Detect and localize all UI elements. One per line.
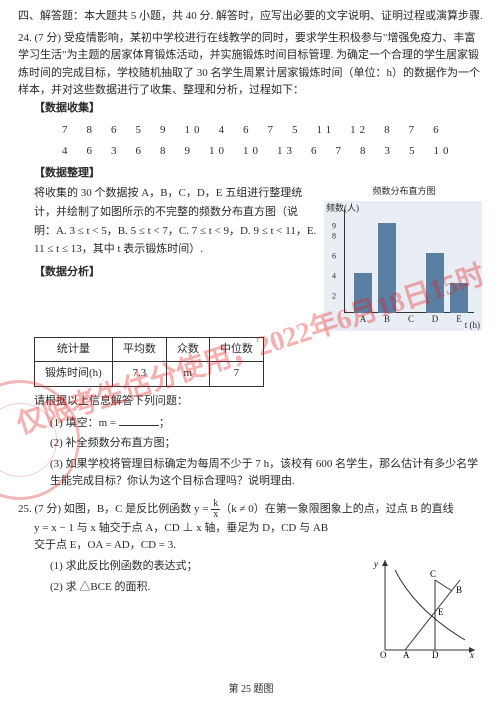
q24-points: (7 分): [35, 32, 62, 44]
histogram-chart: 频数(人) t (h) 98642 ABCDE: [324, 201, 482, 331]
q25-line2: y = x − 1 与 x 轴交于点 A，CD ⊥ x 轴，垂足为 D，CD 与…: [34, 520, 484, 538]
y-tick: 4: [332, 270, 336, 283]
y-tick: 8: [332, 230, 336, 243]
q25-figure: O A D C B E x y: [370, 555, 480, 660]
page-footer: 第 25 题图: [0, 682, 502, 698]
svg-text:y: y: [373, 559, 378, 569]
bar-B: [378, 223, 396, 313]
collect-label: 【数据收集】: [34, 100, 484, 118]
organize-label: 【数据整理】: [34, 165, 484, 183]
x-tick: A: [360, 312, 367, 326]
td-mean: 7.3: [112, 362, 166, 387]
svg-text:D: D: [432, 650, 439, 660]
question-24: 24. (7 分) 受疫情影响，某初中学校进行在线教学的同时，要求学生积极参与"…: [18, 30, 484, 491]
q24-prompt: 请根据以上信息解答下列问题：: [34, 393, 484, 411]
y-axis-label: 频数(人): [326, 201, 359, 215]
q25-points: (7 分): [35, 503, 62, 515]
th-mean: 平均数: [112, 337, 166, 362]
th-mode: 众数: [166, 337, 209, 362]
q24-sub3: (3) 如果学校将管理目标确定为每周不少于 7 h，该校有 600 名学生，那么…: [50, 456, 484, 491]
y-axis: [344, 209, 345, 313]
bar-A: [354, 273, 372, 313]
x-tick: B: [384, 312, 390, 326]
analyze-label: 【数据分析】: [34, 263, 318, 282]
x-axis-label: t (h): [465, 318, 480, 332]
data-row-2: 4 6 3 6 8 9 10 10 13 6 7 8 3 5 10: [62, 143, 484, 161]
svg-text:A: A: [403, 650, 410, 660]
svg-text:C: C: [430, 569, 436, 579]
td-mode: m: [166, 362, 209, 387]
y-tick: 2: [332, 290, 336, 303]
q24-header: 24. (7 分) 受疫情影响，某初中学校进行在线教学的同时，要求学生积极参与"…: [18, 30, 484, 100]
q24-sub2: (2) 补全频数分布直方图；: [50, 435, 484, 453]
x-tick: E: [456, 312, 462, 326]
td-median: 7: [209, 362, 263, 387]
th-stat: 统计量: [35, 337, 113, 362]
chart-title: 频数分布直方图: [324, 184, 484, 198]
th-median: 中位数: [209, 337, 263, 362]
svg-text:B: B: [456, 585, 462, 595]
q24-sub1: (1) 填空：m = ；: [50, 414, 484, 433]
svg-text:x: x: [469, 650, 474, 660]
y-tick: 6: [332, 250, 336, 263]
q25-line3: 交于点 E，OA = AD，CD = 3.: [34, 537, 484, 555]
q24-num: 24.: [18, 32, 32, 44]
q25-line1: 25. (7 分) 如图，B，C 是反比例函数 y = kx（k ≠ 0）在第一…: [18, 499, 484, 520]
stats-table: 统计量 平均数 众数 中位数 锻炼时间(h) 7.3 m 7: [34, 337, 264, 387]
x-tick: D: [432, 312, 439, 326]
section-title: 四、解答题：本大题共 5 小题，共 40 分. 解答时，应写出必要的文字说明、证…: [18, 8, 484, 26]
svg-text:E: E: [438, 607, 444, 617]
blank-m: [119, 414, 159, 426]
organize-text: 将收集的 30 个数据按 A，B，C，D，E 五组进行整理统计，并绘制了如图所示…: [34, 184, 318, 259]
bar-D: [426, 253, 444, 313]
data-row-1: 7 8 6 5 9 10 4 6 7 5 11 12 8 7 6: [62, 122, 484, 140]
q24-intro: 受疫情影响，某初中学校进行在线教学的同时，要求学生积极参与"增强免疫力、丰富学习…: [18, 32, 480, 97]
svg-text:O: O: [380, 650, 387, 660]
q25-num: 25.: [18, 503, 32, 515]
bar-E: [450, 283, 468, 313]
td-label: 锻炼时间(h): [35, 362, 113, 387]
x-tick: C: [408, 312, 414, 326]
